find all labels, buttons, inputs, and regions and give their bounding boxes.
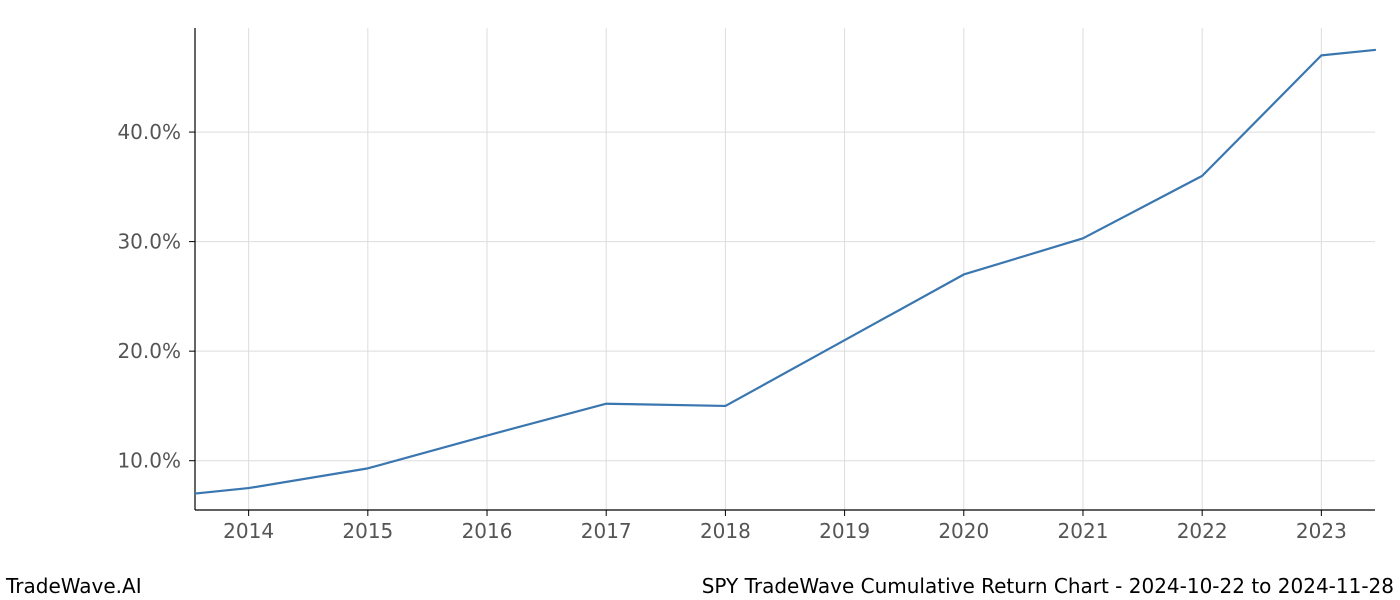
- y-tick-label: 40.0%: [117, 120, 181, 144]
- x-tick-label: 2021: [1058, 519, 1109, 543]
- x-tick-label: 2018: [700, 519, 751, 543]
- x-tick-label: 2020: [938, 519, 989, 543]
- chart-container: 2014 2015 2016 2017 2018 2019 2020 2021 2022 2023…: [0, 0, 1400, 600]
- x-tick-label: 2019: [819, 519, 870, 543]
- y-tick-label: 20.0%: [117, 339, 181, 363]
- x-tick-label: 2023: [1296, 519, 1347, 543]
- footer-left-label: TradeWave.AI: [5, 574, 142, 598]
- footer-right-label: SPY TradeWave Cumulative Return Chart - …: [702, 574, 1394, 598]
- x-tick-label: 2016: [462, 519, 513, 543]
- line-chart: 2014 2015 2016 2017 2018 2019 2020 2021 2022 2023…: [0, 0, 1400, 600]
- x-tick-label: 2022: [1177, 519, 1228, 543]
- y-tick-label: 30.0%: [117, 230, 181, 254]
- y-tick-label: 10.0%: [117, 449, 181, 473]
- x-tick-label: 2014: [223, 519, 274, 543]
- x-tick-label: 2017: [581, 519, 632, 543]
- x-tick-label: 2015: [342, 519, 393, 543]
